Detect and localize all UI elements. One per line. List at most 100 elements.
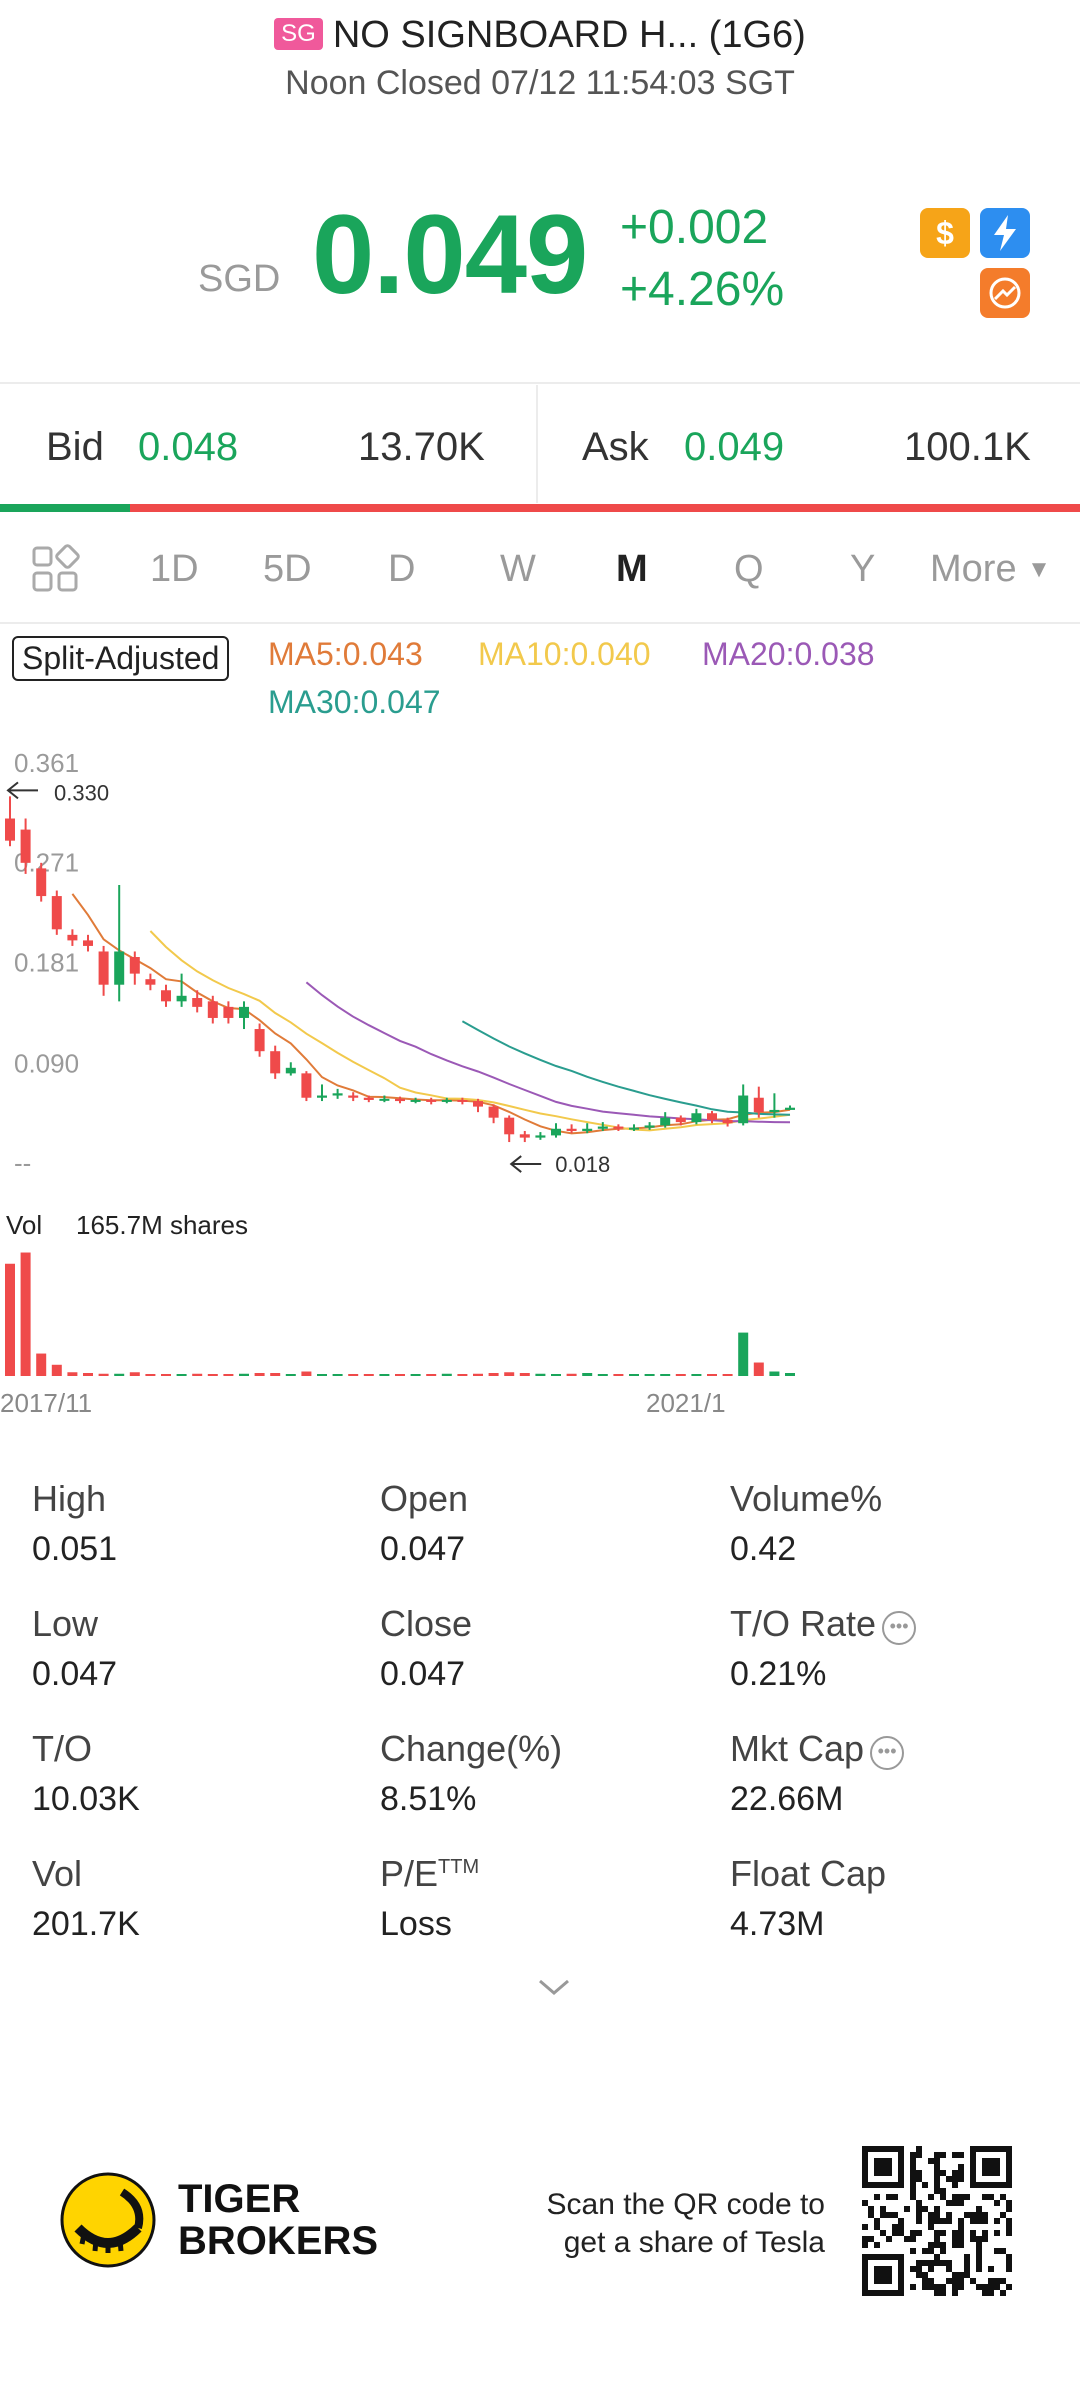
qr-module	[958, 2284, 964, 2290]
qr-module	[934, 2182, 940, 2188]
qr-module	[862, 2242, 868, 2248]
qr-module	[970, 2230, 976, 2236]
price-change: +0.002	[620, 201, 769, 254]
qr-module	[922, 2278, 928, 2284]
bid-ratio-bar	[0, 504, 130, 512]
qr-module	[952, 2200, 958, 2206]
candle-body	[129, 957, 140, 974]
stat-label: Volume%	[730, 1478, 883, 1519]
qr-module	[964, 2254, 970, 2260]
stat-label: Change(%)	[380, 1728, 563, 1769]
dollar-icon[interactable]: $	[920, 208, 970, 258]
qr-module	[988, 2266, 994, 2272]
tab-more[interactable]: More ▼	[930, 548, 1051, 591]
qr-module	[916, 2206, 922, 2212]
tab-d[interactable]: D	[388, 548, 416, 590]
qr-module	[916, 2230, 922, 2236]
tab-y[interactable]: Y	[850, 548, 876, 590]
qr-module	[886, 2236, 892, 2242]
qr-module	[916, 2146, 922, 2152]
volume-bar	[207, 1374, 218, 1376]
chevron-down-icon[interactable]	[536, 1975, 572, 1999]
volume-bar	[457, 1374, 468, 1376]
qr-module	[928, 2212, 934, 2218]
candle-body	[738, 1095, 749, 1124]
qr-module	[934, 2152, 940, 2158]
candle-body	[707, 1113, 717, 1120]
qr-module	[952, 2290, 958, 2296]
volume-bar	[551, 1374, 561, 1376]
qr-module	[892, 2212, 898, 2218]
qr-module	[910, 2230, 916, 2236]
stat-value: 0.42	[730, 1530, 797, 1568]
qr-module	[958, 2152, 964, 2158]
tab-5d[interactable]: 5D	[263, 548, 312, 590]
candle-body	[660, 1117, 671, 1126]
tab-q[interactable]: Q	[734, 548, 764, 590]
qr-module	[898, 2224, 904, 2230]
qr-module	[940, 2194, 946, 2200]
qr-module	[988, 2290, 994, 2296]
qr-module	[1006, 2266, 1012, 2272]
qr-module	[898, 2218, 904, 2224]
flash-icon[interactable]	[980, 208, 1030, 258]
brand-line-1: TIGER	[178, 2177, 301, 2221]
qr-module	[970, 2236, 976, 2242]
volume-bar	[5, 1263, 15, 1376]
candle-body	[254, 1029, 265, 1052]
qr-module	[958, 2278, 964, 2284]
brand-name: TIGER BROKERS	[178, 2178, 378, 2262]
qr-finder	[874, 2266, 892, 2284]
qr-module	[928, 2218, 934, 2224]
tab-1d[interactable]: 1D	[150, 548, 199, 590]
tab-m[interactable]: M	[616, 548, 648, 590]
qr-module	[970, 2278, 976, 2284]
stat-label-superscript: TTM	[438, 1856, 480, 1878]
x-tick-end: 2021/1	[646, 1388, 726, 1418]
volume-bar	[51, 1364, 62, 1376]
qr-module	[988, 2278, 994, 2284]
qr-module	[1006, 2206, 1012, 2212]
qr-module	[952, 2176, 958, 2182]
qr-module	[874, 2218, 880, 2224]
qr-module	[976, 2248, 982, 2254]
qr-module	[982, 2290, 988, 2296]
split-adjusted-toggle[interactable]: Split-Adjusted	[12, 636, 230, 681]
stat-label: Mkt Cap •••	[730, 1728, 905, 1770]
qr-module	[910, 2164, 916, 2170]
candle-body	[675, 1117, 686, 1123]
qr-module	[928, 2194, 934, 2200]
volume-bar	[145, 1374, 156, 1376]
ma5-label: MA5:0.043	[268, 636, 423, 672]
info-icon[interactable]: •••	[882, 1611, 917, 1645]
qr-code[interactable]	[862, 2146, 1012, 2296]
qr-module	[922, 2284, 928, 2290]
qr-module	[958, 2218, 964, 2224]
qr-module	[994, 2218, 1000, 2224]
layout-grid-icon[interactable]	[30, 544, 80, 594]
qr-module	[916, 2200, 922, 2206]
info-icon[interactable]: •••	[870, 1736, 905, 1770]
qr-module	[934, 2176, 940, 2182]
qr-module	[940, 2170, 946, 2176]
qr-module	[952, 2272, 958, 2278]
qr-module	[940, 2248, 946, 2254]
qr-module	[862, 2200, 868, 2206]
volume-bar	[441, 1373, 452, 1376]
candle-body	[83, 940, 93, 946]
volume-bar	[36, 1353, 47, 1376]
stock-name: NO SIGNBOARD H... (1G6)	[332, 14, 806, 56]
cross-icon[interactable]	[980, 268, 1030, 318]
qr-module	[964, 2194, 970, 2200]
candle-body	[441, 1099, 452, 1102]
qr-module	[946, 2212, 952, 2218]
qr-module	[1000, 2290, 1006, 2296]
tab-w[interactable]: W	[500, 548, 536, 590]
header-divider	[0, 382, 1080, 384]
qr-module	[928, 2266, 934, 2272]
candle-body	[504, 1117, 515, 1135]
qr-module	[916, 2266, 922, 2272]
stock-title: SG NO SIGNBOARD H... (1G6)	[0, 14, 1080, 57]
qr-module	[988, 2284, 994, 2290]
